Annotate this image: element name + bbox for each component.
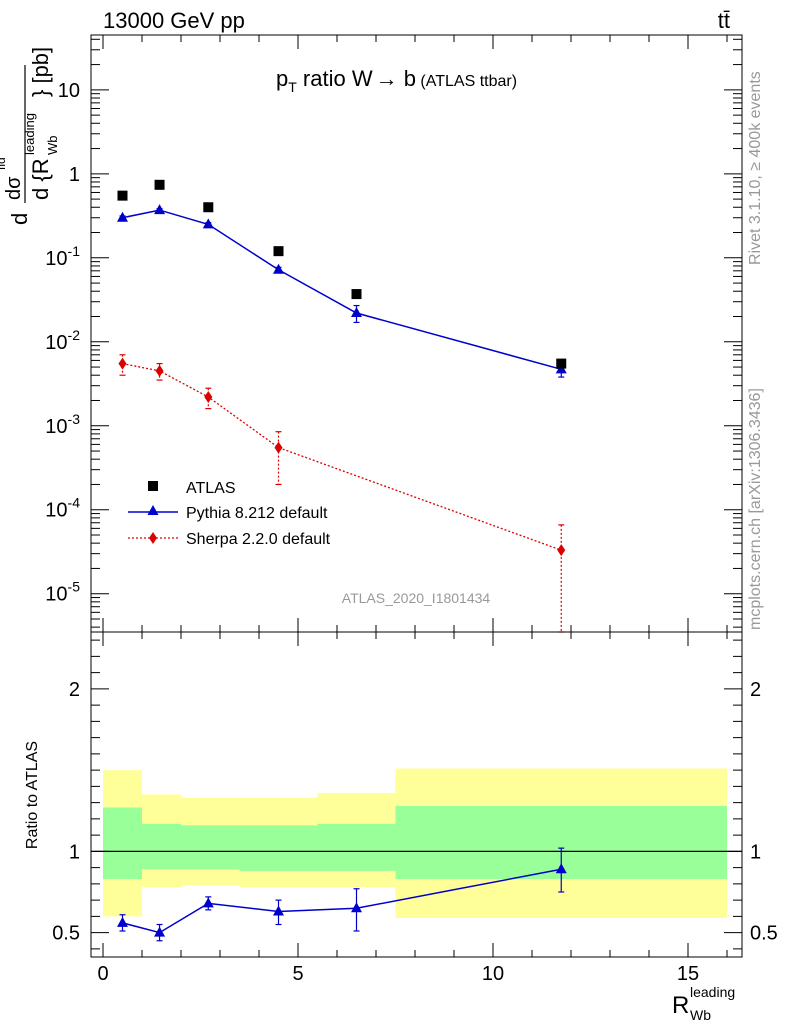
ratio-frame bbox=[90, 631, 743, 958]
pythia-ratio-line bbox=[122, 868, 562, 934]
legend-pythia-marker bbox=[147, 505, 159, 515]
ratio-y-tick-label: 0.5 bbox=[750, 923, 778, 945]
pythia-point bbox=[154, 204, 166, 215]
svg-text:dσ: dσ bbox=[3, 176, 25, 200]
ratio-band-inner bbox=[181, 825, 240, 870]
legend-atlas-marker bbox=[148, 481, 158, 491]
atlas-point bbox=[117, 190, 128, 201]
x-tick-label: 5 bbox=[292, 963, 303, 985]
x-tick-label: 15 bbox=[677, 963, 699, 985]
pythia-point bbox=[202, 218, 214, 229]
plot-title: pT ratio W → b (ATLAS ttbar) bbox=[276, 66, 517, 95]
ratio-y-tick-label: 0.5 bbox=[52, 923, 80, 945]
atlas-point bbox=[154, 179, 165, 190]
ratio-y-tick-label: 1 bbox=[69, 841, 80, 863]
legend: ATLAS Pythia 8.212 default Sherpa 2.2.0 … bbox=[128, 480, 331, 548]
legend-pythia-label: Pythia 8.212 default bbox=[186, 505, 328, 522]
atlas-point bbox=[203, 202, 214, 213]
ratio-axes: 0 5 10 15 0.5 0.5 1 1 2 2 bbox=[52, 632, 778, 985]
atlas-point bbox=[351, 289, 362, 300]
pythia-ratio-point bbox=[555, 863, 567, 874]
ratio-y-axis-label: Ratio to ATLAS bbox=[24, 741, 41, 849]
sherpa-point bbox=[155, 364, 164, 377]
ratio-band-inner bbox=[239, 825, 318, 871]
pythia-ratio-point bbox=[154, 926, 166, 937]
pythia-ratio-point bbox=[202, 897, 214, 908]
main-y-tick-label: 1 bbox=[69, 164, 80, 186]
ratio-band-inner bbox=[142, 823, 181, 870]
svg-text:Wb: Wb bbox=[45, 136, 60, 156]
ratio-y-tick-label: 2 bbox=[69, 679, 80, 701]
pythia-ratio-point bbox=[351, 902, 362, 913]
pythia-point bbox=[351, 307, 362, 318]
main-y-tick-label: 10-2 bbox=[45, 327, 80, 354]
sherpa-point bbox=[118, 357, 127, 370]
sherpa-point bbox=[204, 391, 213, 404]
pythia-ratio-point bbox=[117, 916, 128, 927]
main-y-tick-label: 10-4 bbox=[45, 495, 80, 522]
svg-text:d {R: d {R bbox=[28, 158, 53, 200]
main-y-tick-label: 10-1 bbox=[45, 243, 80, 270]
ratio-y-tick-label: 1 bbox=[750, 841, 761, 863]
legend-sherpa-label: Sherpa 2.2.0 default bbox=[186, 531, 331, 548]
process-label: tt̄ bbox=[718, 8, 730, 33]
ratio-plot-area bbox=[117, 847, 567, 942]
pythia-point bbox=[117, 211, 128, 222]
rivet-version-label: Rivet 3.1.10, ≥ 400k events bbox=[747, 71, 764, 265]
sherpa-point bbox=[274, 441, 283, 454]
x-tick-label: 0 bbox=[97, 963, 108, 985]
legend-sherpa-marker bbox=[149, 532, 157, 544]
energy-label: 13000 GeV pp bbox=[103, 8, 245, 33]
pythia-series-line bbox=[122, 209, 562, 371]
pythia-point bbox=[273, 263, 284, 274]
svg-text:leading: leading bbox=[690, 984, 735, 1000]
atlas-point bbox=[556, 358, 567, 369]
svg-text:leading: leading bbox=[22, 113, 37, 155]
svg-text:} [pb]: } [pb] bbox=[28, 47, 53, 97]
x-tick-label: 10 bbox=[482, 963, 504, 985]
svg-text:R: R bbox=[672, 992, 689, 1019]
sherpa-point bbox=[557, 544, 566, 557]
analysis-watermark: ATLAS_2020_I1801434 bbox=[342, 590, 491, 606]
pythia-ratio-point bbox=[273, 905, 284, 916]
main-plot-area bbox=[117, 179, 567, 633]
ratio-band-inner bbox=[103, 807, 142, 879]
main-y-tick-label: 10 bbox=[58, 80, 80, 102]
x-axis-label: R leading Wb bbox=[672, 984, 735, 1023]
sherpa-series-line bbox=[122, 362, 562, 551]
ratio-band-inner bbox=[317, 823, 396, 871]
mcplots-label: mcplots.cern.ch [arXiv:1306.3436] bbox=[747, 388, 764, 630]
legend-atlas-label: ATLAS bbox=[186, 480, 236, 497]
main-axes: 10-5 10-4 10-3 10-2 10-1 1 10 bbox=[45, 35, 742, 632]
svg-text:d: d bbox=[7, 213, 32, 225]
main-y-axis-label: d dσ fid d {R leading Wb } [pb] bbox=[0, 47, 60, 225]
svg-text:Wb: Wb bbox=[690, 1007, 711, 1023]
main-y-tick-label: 10-3 bbox=[45, 411, 80, 438]
atlas-point bbox=[273, 246, 284, 257]
ratio-y-tick-label: 2 bbox=[750, 679, 761, 701]
ratio-uncertainty-bands bbox=[91, 768, 742, 918]
svg-text:fid: fid bbox=[0, 157, 8, 170]
main-y-tick-label: 10-5 bbox=[45, 579, 80, 606]
